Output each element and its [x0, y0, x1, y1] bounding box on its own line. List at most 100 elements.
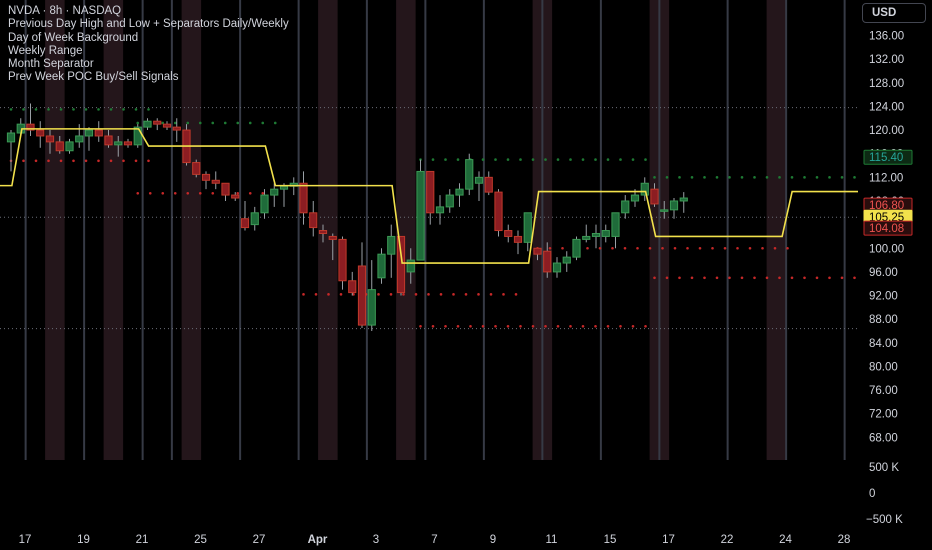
candle-body: [582, 235, 591, 240]
candle-body: [679, 197, 688, 202]
time-tick-label: 3: [373, 534, 379, 546]
level-dot: [147, 159, 150, 163]
level-dot: [723, 246, 727, 250]
level-dot: [715, 276, 719, 280]
candle-body: [221, 182, 230, 196]
time-tick-label: 27: [253, 534, 266, 546]
level-dot: [302, 293, 305, 296]
price-label: 104.08: [869, 223, 904, 235]
level-dot: [840, 276, 844, 280]
level-dot: [840, 176, 844, 179]
level-dot: [489, 293, 493, 296]
level-dot: [665, 176, 669, 179]
time-tick-label: 28: [838, 534, 851, 546]
poc-line: [0, 128, 858, 264]
level-dot: [728, 276, 731, 280]
level-dot: [248, 191, 252, 195]
indicator-poc-signals[interactable]: Prev Week POC Buy/Sell Signals: [8, 71, 179, 84]
indicator-day-of-week-background[interactable]: Day of Week Background: [8, 31, 139, 44]
candle-body: [348, 280, 357, 294]
level-dot: [47, 108, 50, 111]
level-dot: [728, 176, 731, 179]
level-dot: [34, 159, 38, 163]
level-dot: [711, 246, 714, 250]
price-tick-label: 80.00: [869, 361, 898, 373]
level-dot: [514, 293, 518, 296]
level-dot: [161, 121, 165, 125]
level-dot: [561, 246, 564, 250]
level-dot: [761, 246, 764, 250]
price-label: 115.40: [869, 152, 903, 164]
time-tick-label: 9: [490, 534, 496, 546]
level-dot: [531, 324, 535, 328]
level-dot: [248, 121, 252, 125]
level-dot: [773, 246, 777, 250]
level-dot: [502, 293, 505, 296]
chart-legend: NVDA · 8h · NASDAQ Previous Day High and…: [8, 5, 289, 85]
level-dot: [59, 108, 63, 111]
price-tick-label: 136.00: [869, 31, 904, 43]
level-dot: [623, 246, 627, 250]
candle-body: [416, 170, 425, 261]
level-dot: [581, 158, 585, 161]
currency-button[interactable]: USD: [862, 3, 926, 23]
level-dot: [698, 246, 702, 250]
candle-body: [484, 176, 493, 193]
day-band: [396, 0, 416, 460]
candle-body: [55, 141, 64, 152]
level-dot: [594, 158, 597, 161]
candle-body: [279, 185, 289, 190]
price-tick-label: 76.00: [869, 385, 898, 397]
level-dot: [736, 246, 739, 250]
time-tick-label: Apr: [308, 534, 328, 546]
level-dot: [631, 324, 635, 328]
indicator-month-separator[interactable]: Month Separator: [8, 58, 94, 71]
level-dot: [494, 324, 497, 328]
volume-axis: 500 K 0 −500 K: [866, 462, 903, 526]
volume-tick-label: 0: [869, 488, 875, 500]
candle-body: [240, 218, 250, 229]
level-dot: [173, 191, 177, 195]
price-tick-label: 100.00: [869, 243, 904, 255]
candle-body: [26, 123, 35, 131]
price-axis[interactable]: 136.00132.00128.00124.00120.00116.00112.…: [869, 31, 904, 445]
level-dot: [109, 108, 113, 111]
indicator-prev-day-high-low[interactable]: Previous Day High and Low + Separators D…: [8, 18, 289, 31]
candle-body: [211, 179, 220, 184]
time-tick-label: 15: [604, 534, 617, 546]
level-dot: [506, 324, 510, 328]
candle-body: [562, 256, 571, 264]
time-axis[interactable]: 17 19 21 25 27 Apr 3 7 9 11 15 17 22 24 28: [19, 534, 851, 546]
candle-body: [309, 212, 318, 229]
level-dot: [653, 276, 656, 280]
candle-body: [465, 159, 474, 190]
day-band: [766, 0, 787, 460]
time-tick-label: 25: [194, 534, 207, 546]
symbol-title[interactable]: NVDA · 8h · NASDAQ: [8, 5, 122, 17]
candle-body: [65, 141, 74, 152]
level-dot: [506, 158, 510, 161]
level-dot: [122, 108, 125, 111]
candle-body: [45, 135, 55, 143]
time-tick-label: 17: [19, 534, 32, 546]
level-dot: [690, 276, 694, 280]
level-dot: [481, 158, 485, 161]
indicator-weekly-range[interactable]: Weekly Range: [8, 44, 83, 57]
level-dot: [611, 246, 614, 250]
level-dot: [606, 158, 610, 161]
level-dot: [431, 324, 435, 328]
level-dot: [519, 324, 522, 328]
candle-body: [640, 182, 649, 196]
level-dot: [703, 276, 706, 280]
level-dot: [456, 158, 460, 161]
level-dot: [136, 121, 140, 125]
day-separators: [24, 0, 846, 460]
candle-body: [123, 141, 133, 146]
level-dot: [22, 108, 25, 111]
level-dot: [803, 276, 806, 280]
price-label-box: [863, 220, 913, 236]
reference-lines: [0, 107, 858, 330]
candle-body: [270, 188, 279, 196]
level-dot: [853, 276, 856, 280]
